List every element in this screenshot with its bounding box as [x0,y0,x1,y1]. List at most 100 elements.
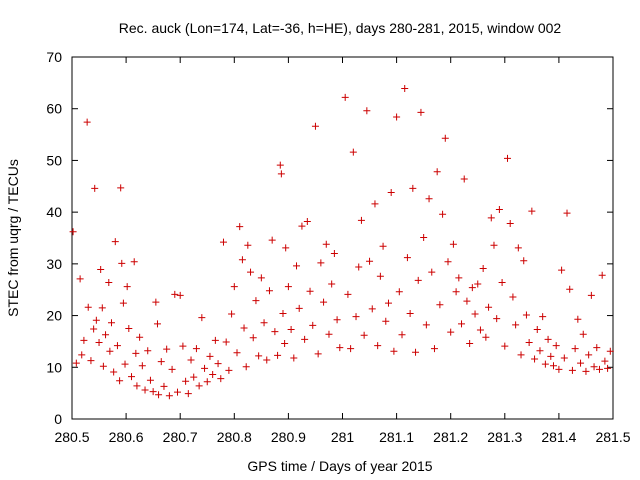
data-point [393,113,401,121]
data-point [593,344,601,352]
data-point [325,330,333,338]
data-point [598,271,606,279]
data-point [255,352,263,360]
data-point [219,238,227,246]
data-point [357,216,365,224]
data-point [533,326,541,334]
data-point [604,364,612,372]
data-point [539,313,547,321]
data-point [113,342,121,350]
data-point [260,319,268,327]
plot-frame [71,56,614,420]
data-point [230,283,238,291]
x-tick-label: 281.3 [487,429,522,445]
data-point [376,272,384,280]
data-point [284,283,292,291]
data-point [117,184,125,192]
data-point [271,328,279,336]
x-tick-label: 280.5 [54,429,89,445]
data-point [190,373,198,381]
data-point [295,304,303,312]
data-point [146,376,154,384]
data-point [455,274,463,282]
data-point [587,291,595,299]
data-point [349,148,357,156]
x-axis: 280.5 280.6 280.7 280.8 280.9 281 281.1 281.2 28… [54,57,631,445]
data-point [118,259,126,267]
data-point [225,366,233,374]
y-tick-label: 0 [54,411,62,427]
data-point [130,258,138,266]
data-point [69,228,77,236]
data-point [433,168,441,176]
data-point [144,347,152,355]
data-point [119,299,127,307]
data-point [107,319,115,327]
data-point [579,330,587,338]
data-point [522,311,530,319]
data-point [242,363,250,371]
data-point [460,175,468,183]
data-point [577,359,585,367]
data-point [138,362,146,370]
data-point [276,161,284,169]
data-point [290,354,298,362]
data-point [514,244,522,252]
data-point [105,278,113,286]
data-point [173,388,181,396]
data-point [501,342,509,350]
data-point [401,85,409,93]
data-point [263,356,271,364]
data-point [395,288,403,296]
data-point [420,233,428,241]
data-point [382,317,390,325]
data-point [179,342,187,350]
data-point [98,304,106,312]
data-point [571,345,579,353]
data-point [390,347,398,355]
data-point [476,326,484,334]
data-point [320,298,328,306]
x-axis-label: GPS time / Days of year 2015 [247,458,432,474]
data-point [347,345,355,353]
y-axis: 0 10 20 30 40 50 60 70 [46,49,613,427]
data-point [498,278,506,286]
x-tick-label: 281.5 [595,429,630,445]
data-point [163,345,171,353]
data-point [525,338,533,346]
data-point [449,240,457,248]
data-point [111,238,119,246]
data-point [555,365,563,373]
data-point [90,325,98,333]
data-point [355,263,363,271]
data-point [487,214,495,222]
data-point [80,336,88,344]
data-point [153,320,161,328]
data-point [439,210,447,218]
data-point [322,240,330,248]
data-point [206,352,214,360]
data-point [509,293,517,301]
data-point [110,368,118,376]
data-point [360,331,368,339]
data-point [102,331,110,339]
data-point [84,303,92,311]
data-point [568,366,576,374]
data-point [366,257,374,265]
data-point [458,320,466,328]
data-point [595,365,603,373]
x-tick-label: 280.6 [109,429,144,445]
data-point [471,310,479,318]
data-point [203,378,211,386]
data-point [447,328,455,336]
data-point [590,363,598,371]
data-point [468,284,476,292]
data-point [301,335,309,343]
data-point [149,388,157,396]
data-point [495,206,503,214]
data-point [238,256,246,264]
data-point [560,354,568,362]
data-point [417,108,425,116]
data-point [441,134,449,142]
data-point [409,184,417,192]
